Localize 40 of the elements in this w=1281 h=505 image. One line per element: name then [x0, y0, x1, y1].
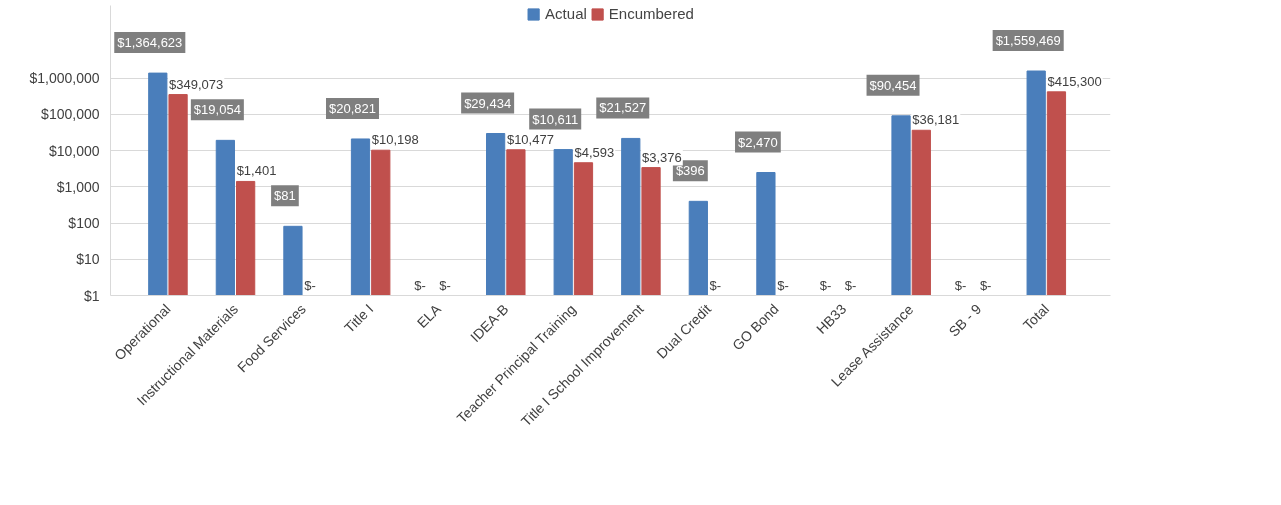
y-tick-label: $10,000 [48, 142, 100, 159]
data-label: $10,477 [506, 131, 554, 147]
data-label: $21,527 [599, 100, 647, 116]
text: $- [819, 277, 832, 293]
y-tick-label: $100 [68, 215, 100, 231]
x-tick-label: ELA [413, 300, 445, 331]
text: $- [414, 277, 426, 293]
data-label: $415,300 [1047, 73, 1102, 89]
text: $- [709, 277, 722, 293]
text: $- [439, 277, 451, 293]
data-label: $29,434 [464, 95, 512, 111]
text: $- [777, 277, 789, 293]
data-label: $1,364,623 [117, 35, 183, 51]
y-tick-label: $1,000 [56, 178, 100, 195]
x-tick-label: SB - 9 [945, 300, 985, 340]
data-label: $90,454 [869, 77, 917, 93]
data-label: $10,611 [532, 111, 579, 127]
data-label: $3,376 [642, 149, 682, 165]
text: $- [954, 277, 967, 293]
y-tick-label: $100,000 [41, 106, 100, 123]
data-label: $2,470 [738, 134, 778, 150]
legend-label: Encumbered [608, 5, 694, 22]
text: $- [979, 277, 992, 293]
data-label: $349,073 [169, 76, 224, 92]
data-label: $4,593 [574, 144, 615, 160]
data-label: $19,054 [193, 102, 241, 118]
y-tick-label: $1,000,000 [29, 70, 100, 86]
y-tick-label: $10 [76, 251, 100, 268]
data-label: $81 [274, 188, 296, 204]
data-label: $10,198 [371, 132, 419, 148]
legend-label: Actual [545, 5, 587, 22]
data-label: $36,181 [912, 112, 960, 128]
data-label: $396 [675, 163, 705, 179]
x-tick-label: Title I [341, 300, 377, 336]
y-tick-label: $1 [83, 287, 100, 304]
data-label: $1,401 [236, 163, 277, 179]
text: $- [844, 277, 857, 293]
data-label: $1,559,469 [995, 33, 1061, 48]
data-label: $20,821 [329, 100, 376, 116]
text: $- [304, 277, 316, 293]
